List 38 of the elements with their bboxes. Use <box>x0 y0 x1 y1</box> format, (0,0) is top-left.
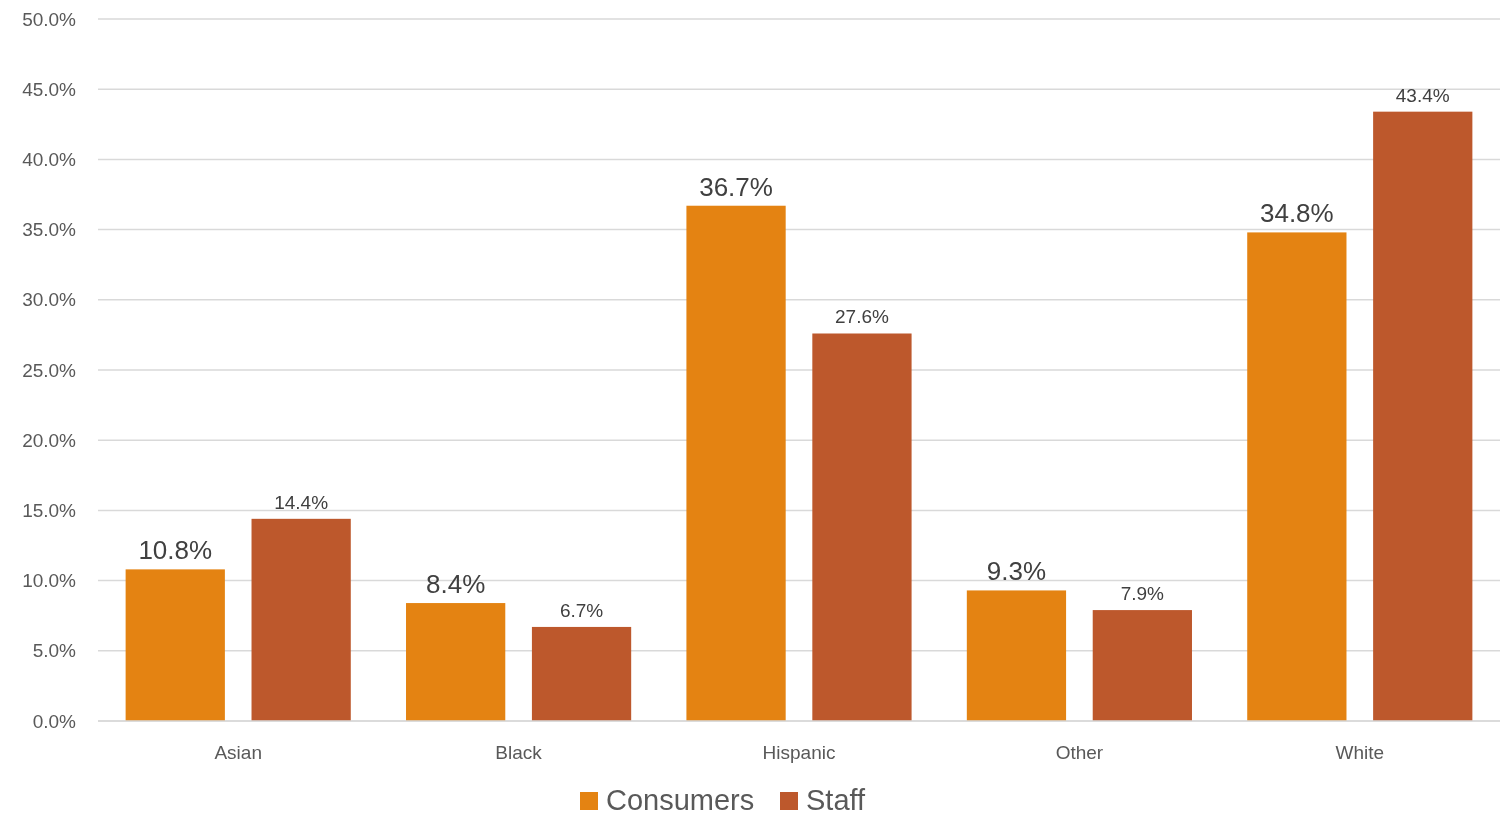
data-label: 7.9% <box>1120 583 1165 605</box>
y-tick-label: 0.0% <box>32 710 77 732</box>
x-tick-label: Hispanic <box>762 742 836 763</box>
x-tick-label: White <box>1335 742 1385 763</box>
bar <box>1247 232 1347 721</box>
data-label: 36.7% <box>699 171 773 202</box>
bar <box>966 590 1067 721</box>
x-tick-label: Other <box>1055 742 1104 763</box>
y-tick-label: 35.0% <box>22 219 77 241</box>
data-label: 10.8% <box>138 535 213 566</box>
bar <box>251 518 351 721</box>
legend-label: Consumers <box>606 784 755 816</box>
bar <box>1373 111 1473 721</box>
x-tick-label: Asian <box>214 742 262 763</box>
data-label: 14.4% <box>274 491 329 513</box>
data-label: 8.4% <box>426 569 486 600</box>
bar <box>686 205 786 721</box>
y-tick-label: 5.0% <box>32 640 77 662</box>
y-tick-label: 45.0% <box>22 78 77 100</box>
x-tick-label: Black <box>495 742 543 763</box>
bar <box>1092 610 1192 721</box>
bar <box>406 603 506 721</box>
data-label: 27.6% <box>835 306 889 328</box>
y-tick-label: 10.0% <box>22 570 77 592</box>
data-label: 34.8% <box>1259 198 1334 229</box>
data-label: 43.4% <box>1395 84 1450 106</box>
y-tick-label: 25.0% <box>22 359 77 381</box>
data-label: 6.7% <box>559 599 604 621</box>
data-label: 9.3% <box>986 556 1047 587</box>
y-tick-label: 20.0% <box>22 429 77 451</box>
y-tick-label: 50.0% <box>22 8 77 30</box>
legend-label: Staff <box>806 784 867 816</box>
y-tick-label: 30.0% <box>22 289 77 311</box>
y-tick-label: 15.0% <box>22 500 77 522</box>
bar <box>812 333 912 721</box>
bar <box>125 569 225 721</box>
bar <box>531 626 632 721</box>
y-tick-label: 40.0% <box>22 149 77 171</box>
